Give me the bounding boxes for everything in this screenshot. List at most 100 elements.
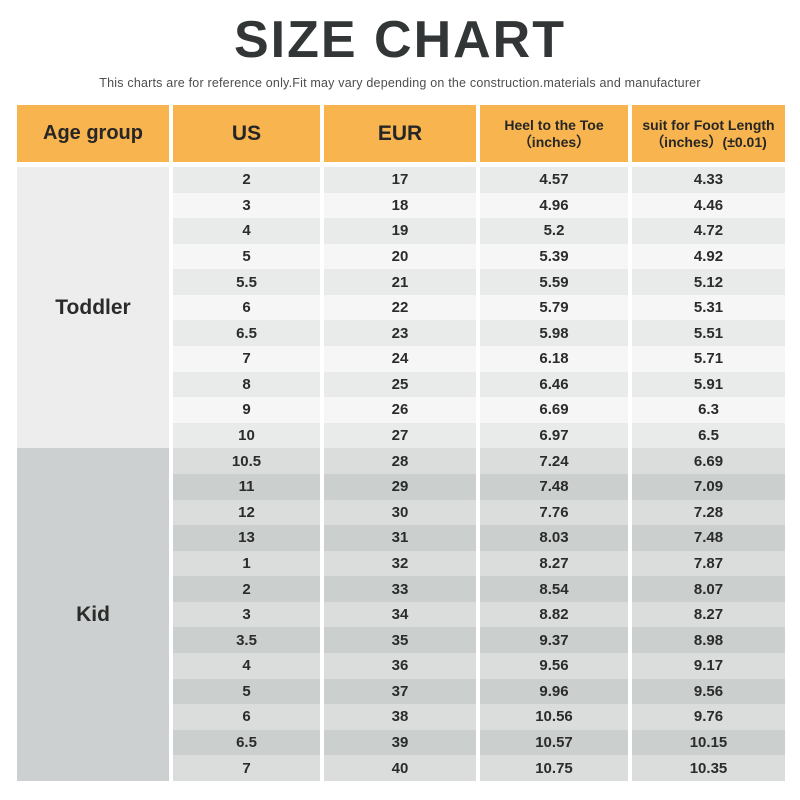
table-cell: 10.56 (480, 704, 628, 730)
table-cell: 4.92 (632, 243, 785, 270)
table-cell: 6.5 (173, 729, 320, 756)
column-header-label: US (231, 121, 262, 145)
table-cell: 10.15 (632, 729, 785, 756)
table-cell: 4.46 (632, 192, 785, 219)
subtitle: This charts are for reference only.Fit m… (99, 76, 701, 90)
table-cell: 6.69 (480, 397, 628, 423)
column-header-label: （inches）(±0.01) (650, 133, 767, 150)
size-chart-table: Age group US EUR Heel to the Toe （inches… (17, 105, 785, 781)
column-header-eur: EUR (324, 105, 476, 162)
table-cell: 5.79 (480, 294, 628, 321)
table-cell: 4 (173, 218, 320, 244)
table-cell: 8 (173, 371, 320, 398)
table-cell: 37 (324, 678, 476, 705)
table-cell: 5.2 (480, 218, 628, 244)
column-header-label: Heel to the Toe (504, 116, 604, 133)
table-cell: 6.18 (480, 346, 628, 372)
table-cell: 9.17 (632, 652, 785, 679)
table-cell: 9.96 (480, 678, 628, 705)
table-cell: 9.56 (480, 652, 628, 679)
table-cell: 4.72 (632, 218, 785, 244)
table-cell: 19 (324, 218, 476, 244)
table-cell: 6.69 (632, 448, 785, 474)
table-cell: 4.96 (480, 192, 628, 219)
column-header-us: US (173, 105, 320, 162)
table-cell: 3.5 (173, 627, 320, 653)
table-cell: 8.54 (480, 576, 628, 602)
table-cell: 24 (324, 346, 476, 372)
table-cell: 5.5 (173, 269, 320, 295)
table-cell: 29 (324, 473, 476, 500)
page-title: SIZE CHART (234, 11, 566, 69)
table-cell: 8.07 (632, 576, 785, 602)
table-cell: 8.03 (480, 525, 628, 551)
table-cell: 5.98 (480, 320, 628, 347)
table-cell: 25 (324, 371, 476, 398)
table-cell: 9 (173, 397, 320, 423)
table-cell: 6.5 (173, 320, 320, 347)
column-header-label: Age group (43, 122, 143, 144)
table-cell: 11 (173, 473, 320, 500)
table-cell: 8.98 (632, 627, 785, 653)
table-cell: 9.56 (632, 678, 785, 705)
column-header-heel-to-toe: Heel to the Toe （inches） (480, 105, 628, 162)
table-cell: 9.37 (480, 627, 628, 653)
table-cell: 7.87 (632, 550, 785, 577)
table-cell: 12 (173, 499, 320, 526)
age-group-cell-toddler: Toddler (17, 167, 169, 449)
table-cell: 22 (324, 294, 476, 321)
table-cell: 17 (324, 167, 476, 193)
table-cell: 28 (324, 448, 476, 474)
table-cell: 20 (324, 243, 476, 270)
table-cell: 27 (324, 422, 476, 449)
table-cell: 10.57 (480, 729, 628, 756)
table-cell: 7.28 (632, 499, 785, 526)
table-cell: 6 (173, 704, 320, 730)
table-cell: 10 (173, 422, 320, 449)
table-cell: 5 (173, 243, 320, 270)
age-group-cell-kid: Kid (17, 448, 169, 781)
table-cell: 7.09 (632, 473, 785, 500)
table-cell: 39 (324, 729, 476, 756)
table-cell: 7.48 (480, 473, 628, 500)
table-cell: 9.76 (632, 704, 785, 730)
table-cell: 5.12 (632, 269, 785, 295)
table-cell: 5.31 (632, 294, 785, 321)
table-cell: 6 (173, 294, 320, 321)
table-cell: 1 (173, 550, 320, 577)
table-cell: 5 (173, 678, 320, 705)
column-header-label: suit for Foot Length (642, 116, 775, 133)
table-cell: 8.27 (632, 601, 785, 628)
table-cell: 5.51 (632, 320, 785, 347)
table-cell: 23 (324, 320, 476, 347)
table-cell: 13 (173, 525, 320, 551)
table-cell: 10.5 (173, 448, 320, 474)
table-cell: 4.33 (632, 167, 785, 193)
table-cell: 18 (324, 192, 476, 219)
table-cell: 6.3 (632, 397, 785, 423)
table-cell: 5.71 (632, 346, 785, 372)
table-cell: 33 (324, 576, 476, 602)
table-cell: 2 (173, 167, 320, 193)
table-cell: 38 (324, 704, 476, 730)
table-cell: 3 (173, 601, 320, 628)
table-cell: 10.75 (480, 755, 628, 781)
table-cell: 7.76 (480, 499, 628, 526)
table-cell: 7.24 (480, 448, 628, 474)
table-cell: 7.48 (632, 525, 785, 551)
table-cell: 5.59 (480, 269, 628, 295)
table-cell: 8.27 (480, 550, 628, 577)
table-cell: 5.91 (632, 371, 785, 398)
table-cell: 2 (173, 576, 320, 602)
column-header-foot-length: suit for Foot Length （inches）(±0.01) (632, 105, 785, 162)
table-cell: 10.35 (632, 755, 785, 781)
column-header-age-group: Age group (17, 105, 169, 162)
table-cell: 7 (173, 755, 320, 781)
table-cell: 6.46 (480, 371, 628, 398)
table-cell: 30 (324, 499, 476, 526)
table-cell: 32 (324, 550, 476, 577)
table-cell: 8.82 (480, 601, 628, 628)
table-cell: 4 (173, 652, 320, 679)
table-cell: 21 (324, 269, 476, 295)
table-cell: 40 (324, 755, 476, 781)
